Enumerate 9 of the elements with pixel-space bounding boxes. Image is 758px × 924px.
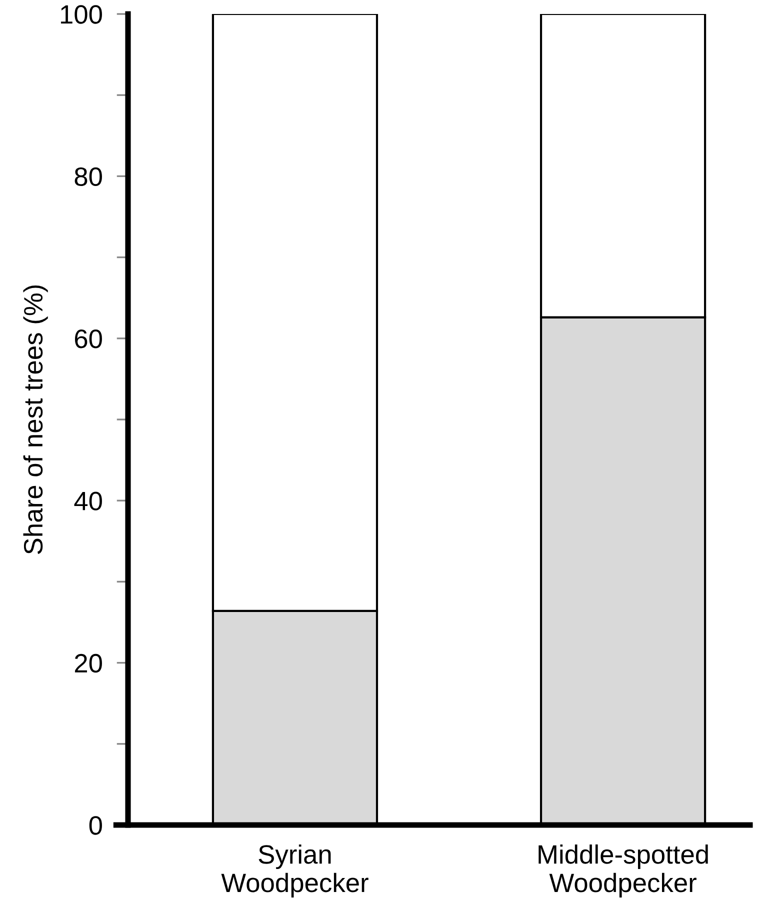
x-tick-label: Middle-spotted Woodpecker — [538, 844, 708, 898]
y-tick-label: 100 — [60, 5, 102, 24]
y-tick-label: 20 — [74, 654, 102, 673]
y-tick-label: 80 — [74, 167, 102, 186]
y-tick-label: 40 — [74, 492, 102, 510]
y-tick-label: 60 — [74, 330, 102, 348]
x-tick-label: Syrian Woodpecker — [221, 844, 368, 898]
y-tick-label: 0 — [89, 816, 102, 835]
y-axis-title: Share of nest trees (%) — [23, 285, 48, 554]
